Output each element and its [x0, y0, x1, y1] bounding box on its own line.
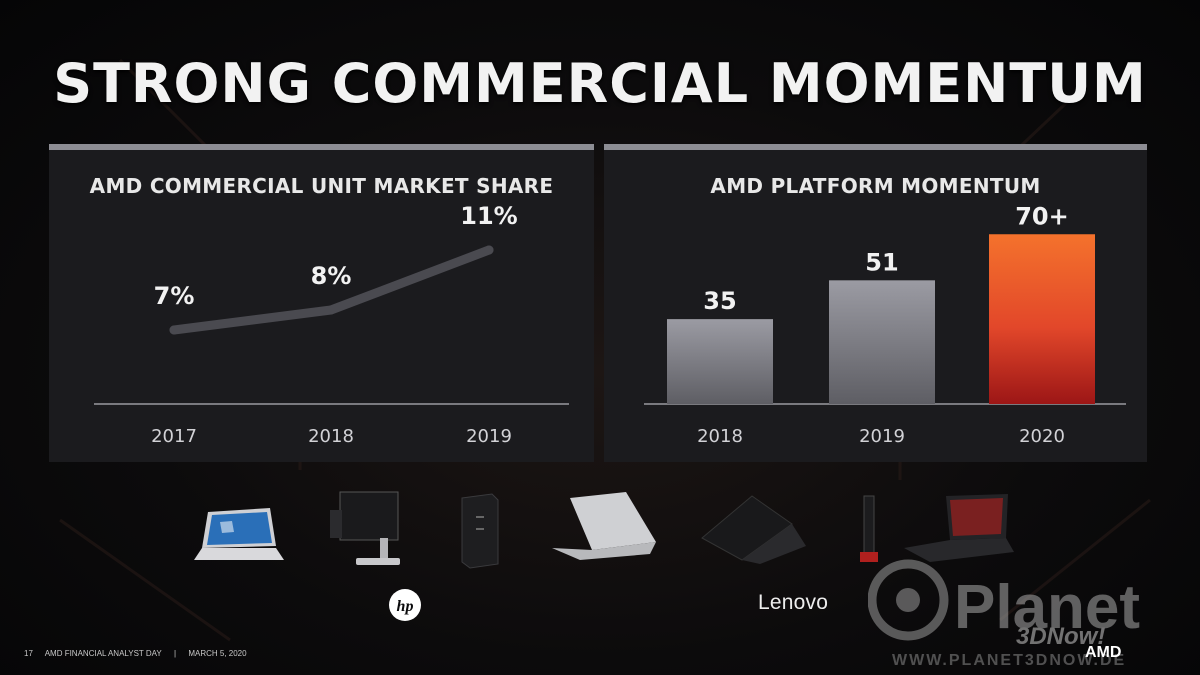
tiny-desktop-icon — [860, 495, 878, 562]
footer-date: MARCH 5, 2020 — [188, 649, 247, 658]
market-share-tick-label: 2018 — [308, 426, 354, 447]
market-share-point — [169, 325, 179, 335]
hp-logo-text: hp — [397, 598, 414, 615]
market-share-data-label: 11% — [460, 202, 517, 230]
platform-data-label: 70+ — [1015, 202, 1069, 230]
slide-title: STRONG COMMERCIAL MOMENTUM — [53, 52, 1147, 115]
market-share-data-label: 8% — [311, 262, 352, 290]
thinkpad-open-laptop-icon — [904, 494, 1014, 562]
market-share-chart: 7% 2017 8% 2018 11% 2019 — [94, 202, 569, 447]
market-share-tick-label: 2017 — [151, 426, 197, 447]
watermark-sub: 3DNow! — [1016, 623, 1105, 650]
market-share-data-label: 7% — [154, 282, 195, 310]
platform-data-label: 51 — [865, 248, 898, 276]
market-share-point — [326, 305, 336, 315]
platform-tick-label: 2020 — [1019, 426, 1065, 447]
market-share-panel: AMD COMMERCIAL UNIT MARKET SHARE 7% 2017 8… — [49, 144, 594, 462]
platform-tick-label: 2019 — [859, 426, 905, 447]
market-share-point — [484, 245, 494, 255]
all-in-one-desktop-icon — [330, 491, 400, 565]
platform-momentum-title: AMD PLATFORM MOMENTUM — [710, 174, 1041, 198]
market-share-tick-label: 2019 — [466, 426, 512, 447]
thinkpad-laptop-icon — [701, 495, 806, 564]
platform-bar — [989, 234, 1095, 404]
footer-separator: | — [174, 649, 177, 658]
platform-bar — [667, 319, 773, 404]
platform-momentum-panel: AMD PLATFORM MOMENTUM 35 2018 51 2019 70+ 202… — [604, 144, 1147, 462]
platform-data-label: 35 — [703, 287, 736, 315]
watermark-name: Planet — [954, 573, 1140, 642]
lenovo-logo: Lenovo — [758, 591, 829, 614]
amd-logo: AMD — [1085, 644, 1122, 661]
footer: 17 AMD FINANCIAL ANALYST DAY | MARCH 5, … — [24, 649, 257, 658]
planet3dnow-watermark: Planet 3DNow! WWW.PLANET3DNOW.DE — [868, 559, 1140, 669]
convertible-laptop-icon — [194, 508, 284, 560]
device-lineup — [194, 491, 1014, 569]
footer-event: AMD FINANCIAL ANALYST DAY — [44, 649, 162, 658]
platform-momentum-chart: 35 2018 51 2019 70+ 2020 — [644, 202, 1126, 447]
watermark-url: WWW.PLANET3DNOW.DE — [892, 652, 1126, 669]
silver-laptop-icon — [552, 492, 656, 560]
hp-logo: hp — [389, 589, 421, 621]
platform-bar — [829, 280, 935, 404]
tower-desktop-icon — [461, 493, 499, 569]
footer-page-number: 17 — [24, 649, 33, 658]
platform-tick-label: 2018 — [697, 426, 743, 447]
market-share-title: AMD COMMERCIAL UNIT MARKET SHARE — [89, 174, 554, 198]
